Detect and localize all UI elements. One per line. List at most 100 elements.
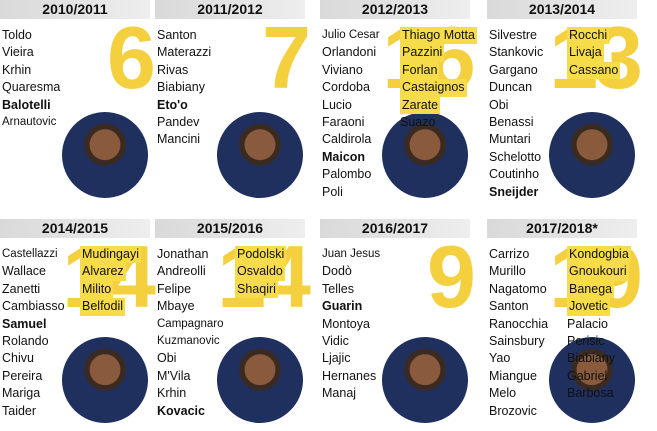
player-name: Pereira [2, 368, 43, 383]
player-name: Mariga [2, 386, 41, 401]
player-name: Jonathan [157, 247, 209, 261]
player-name: Brozovic [489, 403, 537, 418]
player-name: Orlandoni [322, 45, 377, 60]
player-name: M'Vila [157, 368, 191, 383]
player-name: Thiago Motta [400, 27, 477, 45]
season-header: 2010/2011 [0, 0, 150, 19]
player-name: Pandev [157, 114, 200, 129]
player-name: Coutinho [489, 167, 540, 182]
season-panel: 6 2010/2011 Toldo Vieira Krhin Quaresma Balote… [0, 0, 160, 212]
player-name: Duncan [489, 80, 533, 95]
player-name: Caldirola [322, 132, 372, 147]
player-name: Toldo [2, 28, 32, 42]
player-column: Juan Jesus Dodò Telles Guarin Montoya Vidic Lj… [322, 246, 380, 403]
player-name: Castellazzi [2, 248, 58, 260]
player-photo [549, 337, 635, 423]
player-name: Lucio [322, 97, 352, 112]
season-panel: 192017/2018*CarrizoMurilloNagatomoSanton… [487, 219, 647, 431]
player-name: Perisic [567, 334, 605, 349]
player-name: Kuzmanovic [157, 334, 220, 347]
player-name: Manaj [322, 386, 357, 401]
player-name: Santon [157, 28, 197, 42]
player-name: Poli [322, 184, 343, 199]
player-column: Rocchi Livaja Cassano [567, 27, 621, 80]
player-name: Melo [489, 386, 517, 401]
player-name: Barbosa [567, 386, 614, 401]
player-name: Julio Cesar [322, 29, 380, 41]
player-name: Schelotto [489, 149, 542, 164]
season-header: 2017/2018* [487, 219, 637, 238]
player-column: Silvestre Stankovic Gargano Duncan Obi Benass… [489, 27, 543, 201]
player-column: Thiago Motta Pazzini Forlan Castaignos Zarat… [400, 27, 477, 131]
player-column: Podolski Osvaldo Shaqiri [235, 246, 287, 299]
player-photo [382, 337, 468, 423]
player-name: Belfodil [80, 298, 125, 316]
departures-count: 9 [427, 227, 476, 326]
season-header: 2014/2015 [0, 219, 150, 238]
player-column: Toldo Vieira Krhin Quaresma Balotelli Arnauto… [2, 27, 60, 131]
player-name: Gargano [489, 62, 538, 77]
player-name: Hernanes [322, 368, 377, 383]
season-panel: 7 2011/2012 Santon Materazzi Rivas Biabiany Et… [155, 0, 315, 212]
player-name: Kovacic [157, 403, 205, 418]
player-name: Banega [567, 280, 615, 299]
player-name: Balotelli [2, 97, 51, 112]
season-header: 2012/2013 [320, 0, 470, 19]
player-name: Muntari [489, 132, 531, 147]
season-panel: 132013/2014SilvestreStankovicGarganoDunc… [487, 0, 647, 212]
player-name: Vidic [322, 333, 349, 348]
player-name: Dodò [322, 264, 352, 279]
player-name: Suazo [400, 115, 436, 130]
player-name: Campagnaro [157, 317, 224, 330]
player-column: Jonathan Andreolli Felipe Mbaye Campagnaro Ku… [157, 246, 223, 420]
player-name: Quaresma [2, 80, 61, 95]
player-name: Pazzini [400, 44, 445, 62]
player-name: Felipe [157, 281, 192, 296]
player-name: Mancini [157, 132, 201, 147]
player-name: Jovetic [567, 298, 610, 316]
player-name: Palacio [567, 316, 608, 331]
player-name: Castaignos [400, 79, 467, 97]
player-name: Palombo [322, 167, 372, 182]
player-photo [217, 112, 303, 198]
player-name: Shaqiri [235, 280, 278, 299]
player-name: Rocchi [567, 27, 610, 45]
player-name: Krhin [157, 386, 187, 401]
player-column: Kondogbia Gnoukouri Banega Jovetic Palacio Pe… [567, 246, 631, 403]
player-name: Rivas [157, 62, 189, 77]
player-column: Castellazzi Wallace Zanetti Cambiasso Samuel… [2, 246, 65, 420]
season-panel: 9 2016/2017 Juan Jesus Dodò Telles Guarin Mont… [320, 219, 480, 431]
season-header: 2015/2016 [155, 219, 305, 238]
player-name: Nagatomo [489, 281, 547, 296]
player-name: Guarin [322, 299, 363, 314]
player-name: Sainsbury [489, 333, 545, 348]
departures-count: 7 [262, 8, 311, 107]
season-header: 2016/2017 [320, 219, 470, 238]
player-name: Kondogbia [567, 246, 631, 264]
season-header: 2011/2012 [155, 0, 305, 19]
departures-count: 6 [107, 8, 156, 107]
player-name: Gnoukouri [567, 263, 629, 281]
player-name: Rolando [2, 333, 49, 348]
player-photo [217, 337, 303, 423]
player-name: Livaja [567, 44, 604, 62]
player-name: Chivu [2, 351, 34, 366]
player-name: Milito [80, 280, 114, 299]
player-name: Montoya [322, 316, 370, 331]
player-name: Maicon [322, 149, 366, 164]
player-name: Eto'o [157, 97, 188, 112]
player-name: Cassano [567, 61, 621, 80]
player-name: Materazzi [157, 45, 212, 60]
player-name: Zanetti [2, 281, 41, 296]
player-column: Santon Materazzi Rivas Biabiany Eto'o Pandev M… [157, 27, 211, 149]
player-name: Telles [322, 281, 354, 296]
player-photo [62, 337, 148, 423]
player-name: Forlan [400, 61, 440, 80]
player-name: Taider [2, 403, 37, 418]
player-photo [62, 112, 148, 198]
player-name: Cordoba [322, 80, 370, 95]
player-name: Mudingayi [80, 246, 141, 264]
player-name: Sneijder [489, 184, 539, 199]
season-header: 2013/2014 [487, 0, 637, 19]
